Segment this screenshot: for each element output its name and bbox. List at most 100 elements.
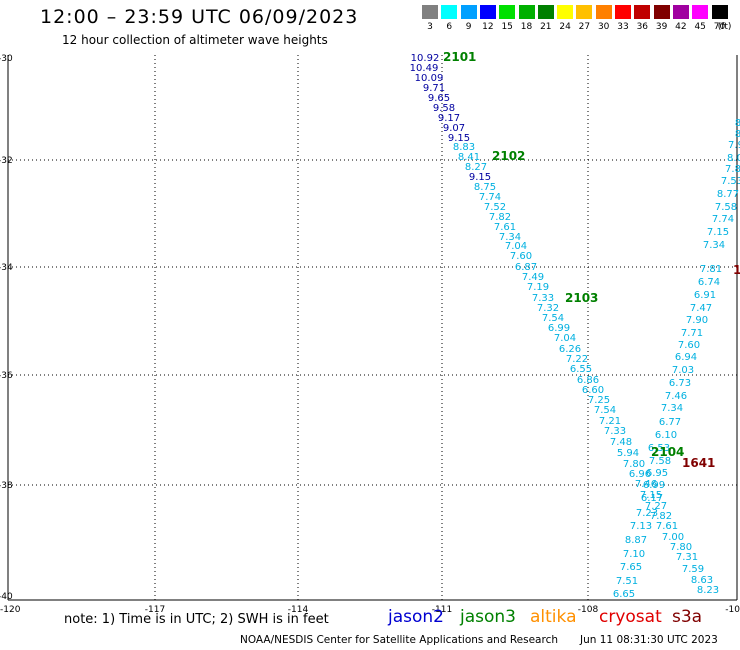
swh-value: 6.17 (641, 493, 663, 504)
colorbar-swatch (518, 5, 535, 19)
colorbar-label: 24 (559, 22, 571, 32)
swh-value: 6.65 (613, 589, 635, 600)
swh-value: 7.04 (505, 241, 527, 252)
swh-value: 7.51 (616, 576, 638, 587)
colorbar-swatch (499, 5, 516, 19)
swh-value: 7.58 (649, 456, 671, 467)
longitude-label: -120 (0, 605, 21, 615)
swh-value: 6.96 (629, 469, 651, 480)
swh-value: 8.41 (458, 152, 480, 163)
swh-value: 10.49 (410, 63, 439, 74)
swh-value: 7.8 (725, 164, 740, 175)
swh-value: 6.94 (675, 352, 697, 363)
swh-value: 7.52 (484, 202, 506, 213)
swh-value: 10.09 (415, 73, 444, 84)
swh-value: 7.22 (566, 354, 588, 365)
swh-value: 6.99 (643, 480, 665, 491)
swh-value: 6.74 (698, 277, 720, 288)
swh-value: 9.17 (438, 113, 460, 124)
swh-value: 7.61 (656, 521, 678, 532)
swh-value: 8 (735, 118, 740, 129)
colorbar-swatch (692, 5, 709, 19)
swh-value: 9.71 (423, 83, 445, 94)
satellite-legend-item: jason3 (460, 607, 516, 627)
swh-value: 7.47 (690, 303, 712, 314)
colorbar-label: 15 (501, 22, 513, 32)
swh-value: 7.81 (700, 264, 722, 275)
swh-value: 6.91 (694, 290, 716, 301)
swh-value: 7.60 (678, 340, 700, 351)
swh-value: 10.92 (411, 53, 440, 64)
swh-value: 9.65 (428, 93, 450, 104)
swh-value: 7.19 (527, 282, 549, 293)
swh-value: 7.33 (604, 426, 626, 437)
swh-value: 7.82 (650, 511, 672, 522)
track-id-label: 2104 (651, 445, 684, 459)
satellite-legend-item: cryosat (599, 607, 662, 627)
colorbar-swatch (422, 5, 438, 19)
colorbar-swatch (672, 5, 689, 19)
footer-timestamp: Jun 11 08:31:30 UTC 2023 (580, 634, 718, 646)
latitude-label: -40 (0, 592, 13, 602)
swh-value: 7.90 (686, 315, 708, 326)
swh-value: 7.46 (635, 479, 657, 490)
colorbar-label: 70 (713, 22, 726, 32)
swh-value: 6.86 (577, 375, 599, 386)
swh-value: 9.15 (448, 133, 470, 144)
swh-value: 7.21 (599, 416, 621, 427)
colorbar-swatch (557, 5, 574, 19)
colorbar-label: 42 (675, 22, 687, 32)
swh-value: 7.59 (682, 564, 704, 575)
swh-value: 6.99 (548, 323, 570, 334)
footer-credit: NOAA/NESDIS Center for Satellite Applica… (240, 634, 558, 646)
colorbar-label: 36 (636, 22, 649, 32)
swh-value: 7.10 (623, 549, 645, 560)
satellite-legend-item: s3a (672, 607, 703, 627)
longitude-label: -114 (288, 605, 309, 615)
swh-value: 8.63 (691, 575, 713, 586)
swh-value: 8.27 (465, 162, 487, 173)
swh-value: 7.31 (676, 552, 698, 563)
swh-value: 7.71 (681, 328, 703, 339)
units-note: note: 1) Time is in UTC; 2) SWH is in fe… (64, 612, 329, 627)
track-id-label: 2102 (492, 149, 525, 163)
swh-value: 7.15 (640, 490, 662, 501)
swh-value: 7.27 (645, 501, 667, 512)
swh-value: 7.82 (489, 212, 511, 223)
swh-value: 6.87 (515, 262, 537, 273)
swh-value: 7.60 (510, 251, 532, 262)
latitude-label: -30 (0, 54, 13, 64)
swh-value: 7.49 (522, 272, 544, 283)
swh-value: 6.60 (582, 385, 604, 396)
swh-value: 8.77 (717, 189, 739, 200)
colorbar-swatch (576, 5, 593, 19)
swh-value: 7.54 (594, 405, 616, 416)
colorbar-label: 45 (694, 22, 706, 32)
colorbar-swatch (460, 5, 477, 19)
colorbar-label: 18 (520, 22, 533, 32)
colorbar-unit: (ft) (717, 22, 732, 32)
swh-value: 7.46 (665, 391, 687, 402)
swh-value: 7.33 (532, 293, 554, 304)
page-title: 12:00 – 23:59 UTC 06/09/2023 (40, 6, 359, 28)
latitude-label: -38 (0, 481, 13, 491)
swh-value: 7.9 (728, 140, 740, 151)
swh-value: 8.83 (453, 142, 475, 153)
swh-value: 6.10 (655, 430, 677, 441)
swh-value: 7.74 (712, 214, 734, 225)
swh-value: 7.00 (662, 532, 684, 543)
longitude-label: -117 (145, 605, 165, 615)
colorbar-swatch (711, 5, 728, 19)
colorbar-label: 3 (427, 22, 433, 32)
swh-value: 7.65 (620, 562, 642, 573)
swh-value: 9.07 (443, 123, 465, 134)
swh-value: 7.03 (672, 365, 694, 376)
swh-value: 7.61 (494, 222, 516, 233)
swh-value: 7.32 (537, 303, 559, 314)
colorbar-label: 39 (655, 22, 668, 32)
swh-value: 9.58 (433, 103, 455, 114)
swh-value: 7.34 (661, 403, 683, 414)
swh-value: 6.53 (648, 443, 670, 454)
colorbar-swatch (441, 5, 458, 19)
swh-value: 7.34 (499, 232, 521, 243)
